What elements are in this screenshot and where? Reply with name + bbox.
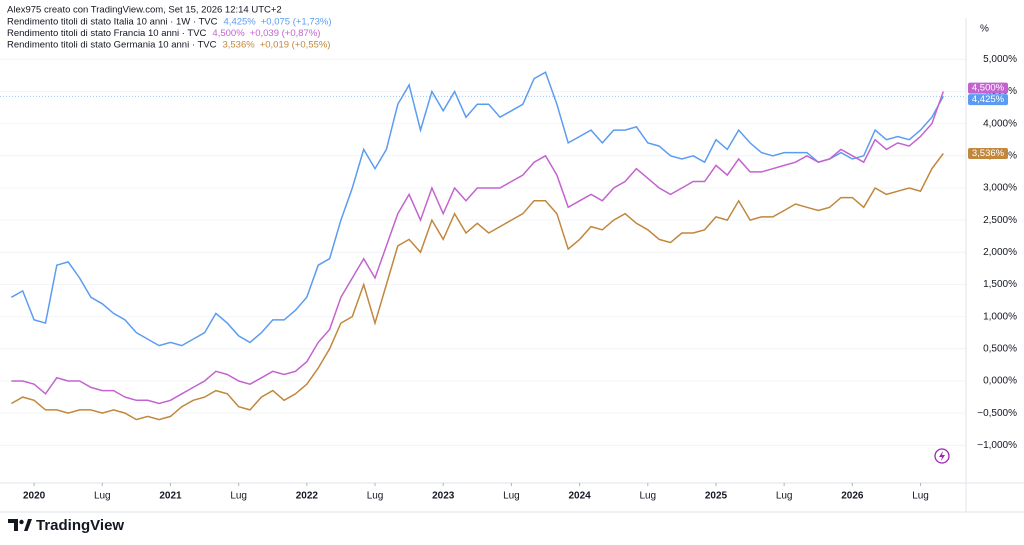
last-value-badge — [968, 82, 1008, 94]
line-series — [11, 91, 945, 405]
y-tick-label: 3,000% — [983, 183, 1017, 194]
y-tick-label: 4,000% — [983, 118, 1017, 129]
last-value-badge — [968, 94, 1008, 106]
y-tick-label: 5,000% — [983, 54, 1017, 65]
legend-name: Rendimento titoli di stato Italia 10 ann… — [7, 17, 218, 28]
legend-change: +0,019 (+0,55%) — [260, 40, 331, 51]
x-tick-label: Lug — [639, 491, 656, 502]
brand-logo — [8, 519, 32, 531]
x-tick-label: 2026 — [841, 491, 864, 502]
line-series — [11, 153, 944, 421]
x-tick-label: Lug — [776, 491, 793, 502]
legend-entry: Rendimento titoli di stato Francia 10 an… — [7, 28, 320, 39]
y-tick-label: 1,000% — [983, 311, 1017, 322]
last-value-label: 4,500% — [972, 83, 1005, 94]
x-tick-label: 2023 — [432, 491, 455, 502]
x-tick-label: 2024 — [568, 491, 591, 502]
header: Alex975 creato con TradingView.com, Set … — [7, 5, 282, 16]
legend-name: Rendimento titoli di stato Francia 10 an… — [7, 28, 207, 39]
x-tick-label: 2021 — [159, 491, 182, 502]
y-tick-label: 1,500% — [983, 279, 1017, 290]
x-tick-label: 2020 — [23, 491, 46, 502]
y-tick-label: 2,000% — [983, 247, 1017, 258]
legend-change: +0,075 (+1,73%) — [261, 17, 332, 28]
last-value-badge — [968, 147, 1008, 159]
legend-value: 3,536% — [222, 40, 255, 51]
legend-entry: Rendimento titoli di stato Italia 10 ann… — [7, 17, 332, 28]
x-tick-label: Lug — [503, 491, 520, 502]
y-unit: % — [980, 24, 989, 35]
brand: TradingView — [36, 517, 124, 534]
y-tick-label: 2,500% — [983, 215, 1017, 226]
x-tick-label: Lug — [912, 491, 929, 502]
x-tick-label: Lug — [94, 491, 111, 502]
y-tick-label: −1,000% — [977, 440, 1017, 451]
line-series — [11, 71, 944, 347]
y-tick-label: 0,000% — [983, 376, 1017, 387]
x-tick-label: Lug — [230, 491, 247, 502]
last-value-label: 3,536% — [972, 148, 1005, 159]
x-tick-label: 2022 — [296, 491, 319, 502]
legend-entry: Rendimento titoli di stato Germania 10 a… — [7, 40, 330, 51]
last-value-label: 4,425% — [972, 94, 1005, 105]
y-tick-label: 0,500% — [983, 343, 1017, 354]
legend-value: 4,500% — [212, 28, 245, 39]
event-icon[interactable] — [934, 448, 950, 464]
y-tick-label: −0,500% — [977, 408, 1017, 419]
legend-value: 4,425% — [224, 17, 257, 28]
x-tick-label: Lug — [367, 491, 384, 502]
legend-name: Rendimento titoli di stato Germania 10 a… — [7, 40, 217, 51]
legend-change: +0,039 (+0,87%) — [250, 28, 321, 39]
event-icon-bolt — [939, 451, 945, 461]
x-tick-label: 2025 — [705, 491, 728, 502]
